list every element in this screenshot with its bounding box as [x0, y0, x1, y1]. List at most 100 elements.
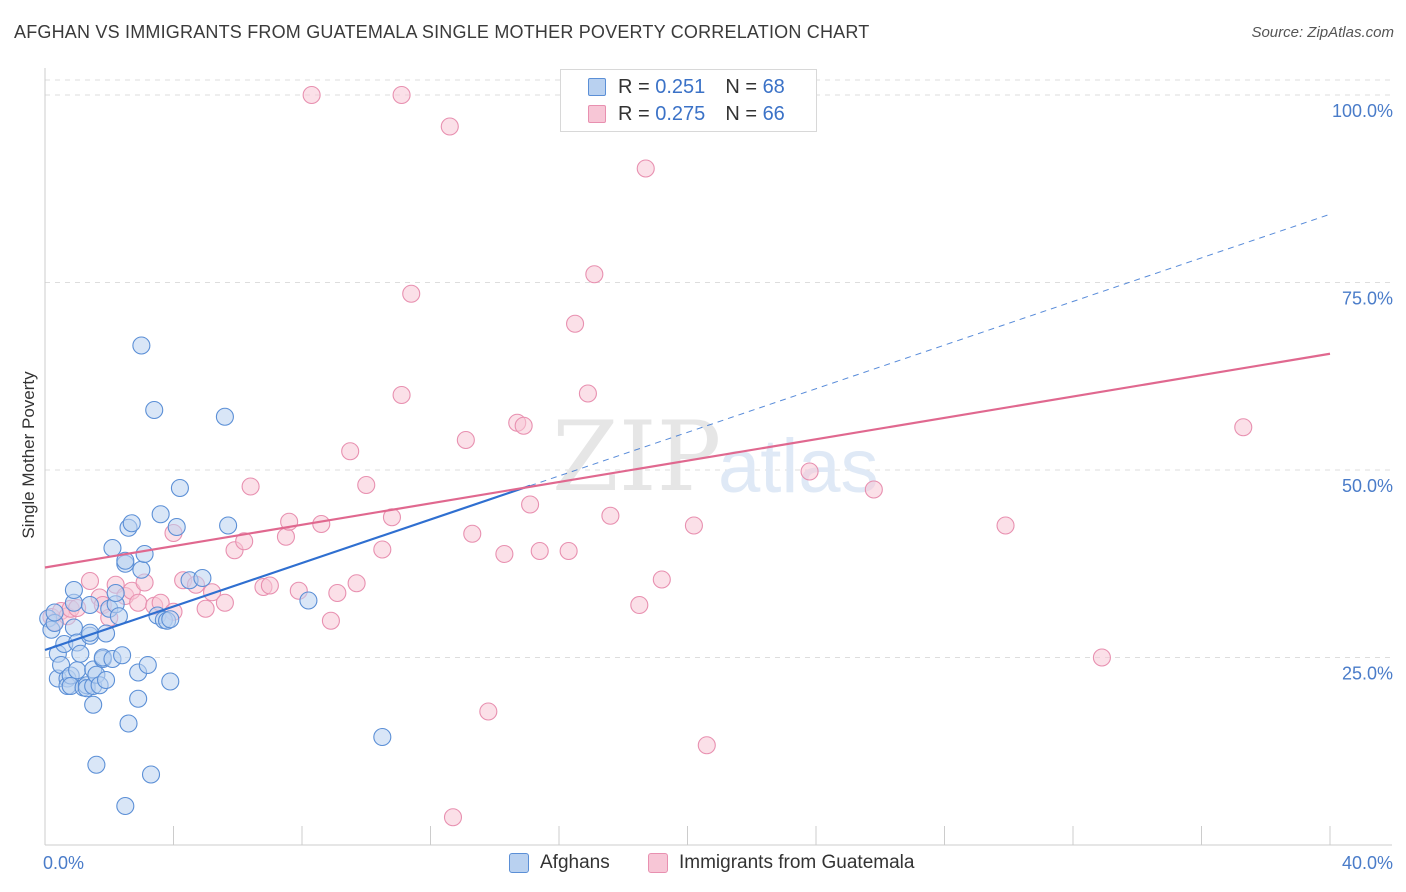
data-point — [71, 644, 90, 663]
data-point — [80, 595, 100, 615]
data-point — [215, 407, 234, 426]
data-point — [373, 727, 392, 747]
axes — [44, 68, 1392, 846]
data-point — [514, 416, 533, 435]
afghans-legend-swatch — [509, 853, 529, 873]
data-point — [106, 583, 125, 603]
data-point — [161, 672, 180, 691]
y-tick-label: 50.0% — [1342, 476, 1393, 496]
data-point — [585, 265, 604, 284]
data-point — [996, 516, 1015, 535]
data-point — [402, 284, 421, 303]
data-point — [636, 159, 655, 178]
source-label: Source: ZipAtlas.com — [1251, 24, 1394, 41]
data-point — [521, 495, 540, 514]
data-point — [167, 517, 186, 537]
data-point — [456, 430, 475, 450]
data-point — [302, 85, 321, 105]
data-point — [193, 568, 212, 588]
data-point — [864, 480, 883, 499]
data-point — [64, 580, 83, 600]
data-point — [321, 611, 340, 630]
data-point — [684, 516, 703, 535]
data-point — [312, 514, 331, 534]
data-point — [601, 506, 620, 525]
data-point — [64, 618, 83, 637]
guatemala-legend-swatch — [648, 853, 668, 873]
data-point — [215, 593, 234, 612]
data-point — [443, 808, 463, 827]
afghans-legend-label: Afghans — [540, 852, 610, 873]
chart-title: AFGHAN VS IMMIGRANTS FROM GUATEMALA SING… — [14, 22, 870, 42]
data-point — [122, 514, 141, 533]
data-point — [652, 570, 671, 589]
data-point — [219, 516, 238, 535]
data-point — [347, 574, 366, 593]
y-axis-label: Single Mother Poverty — [19, 371, 38, 539]
x-tick-label: 40.0% — [1342, 853, 1393, 873]
y-tick-label: 25.0% — [1342, 664, 1393, 684]
data-point — [203, 583, 222, 602]
data-point — [299, 591, 318, 610]
afghans-swatch — [588, 78, 606, 96]
data-point — [132, 560, 151, 579]
data-point — [84, 695, 103, 714]
stats-legend: R = 0.251 N = 68 R = 0.275 N = 66 — [560, 69, 817, 132]
data-point — [495, 544, 514, 564]
data-point — [530, 541, 549, 561]
watermark-atlas: atlas — [718, 424, 879, 509]
data-point — [129, 689, 148, 708]
data-point — [578, 384, 597, 403]
stats-legend-row-guatemala: R = 0.275 N = 66 — [588, 103, 785, 125]
data-point — [373, 540, 392, 559]
data-point — [260, 576, 279, 595]
n-value: 66 — [762, 102, 785, 125]
data-point — [45, 603, 64, 622]
trend-lines — [44, 213, 1331, 652]
guatemala-legend-label: Immigrants from Guatemala — [679, 852, 915, 873]
data-point — [129, 593, 148, 612]
data-point — [145, 400, 164, 420]
r-label: R = — [618, 75, 650, 98]
r-value: 0.251 — [655, 75, 706, 98]
watermark-zip: ZIP — [552, 401, 721, 513]
data-point — [566, 314, 585, 333]
data-point — [161, 610, 180, 629]
data-point — [392, 385, 411, 405]
data-point — [559, 541, 578, 561]
data-point — [630, 595, 649, 615]
y-tick-label: 75.0% — [1342, 289, 1393, 309]
data-point — [800, 462, 819, 481]
n-value: 68 — [762, 75, 785, 98]
y-tick-label: 100.0% — [1332, 101, 1393, 121]
series-afghans — [39, 336, 392, 816]
data-point — [357, 475, 376, 495]
legend-item-afghans[interactable]: Afghans — [509, 852, 610, 874]
r-value: 0.275 — [655, 102, 706, 125]
data-point — [96, 624, 116, 643]
data-point — [235, 532, 254, 551]
data-point — [392, 85, 411, 105]
n-label: N = — [725, 75, 757, 98]
data-point — [440, 117, 459, 136]
x-tick-label: 0.0% — [43, 853, 84, 873]
watermark: ZIP atlas — [552, 401, 879, 513]
data-point — [276, 527, 295, 546]
data-point — [80, 571, 100, 591]
data-point — [151, 505, 170, 524]
data-point — [1092, 648, 1111, 667]
data-point — [132, 336, 151, 355]
data-point — [141, 765, 161, 784]
guatemala-trend-line — [44, 352, 1331, 569]
data-point — [196, 599, 215, 618]
guatemala-swatch — [588, 105, 606, 123]
data-point — [479, 702, 498, 721]
afghans-trend-line — [44, 484, 531, 652]
gridlines — [45, 79, 1392, 658]
legend-item-guatemala[interactable]: Immigrants from Guatemala — [648, 852, 914, 874]
data-point — [138, 655, 157, 675]
data-point — [328, 583, 347, 603]
data-point — [241, 477, 260, 496]
data-point — [135, 544, 154, 564]
